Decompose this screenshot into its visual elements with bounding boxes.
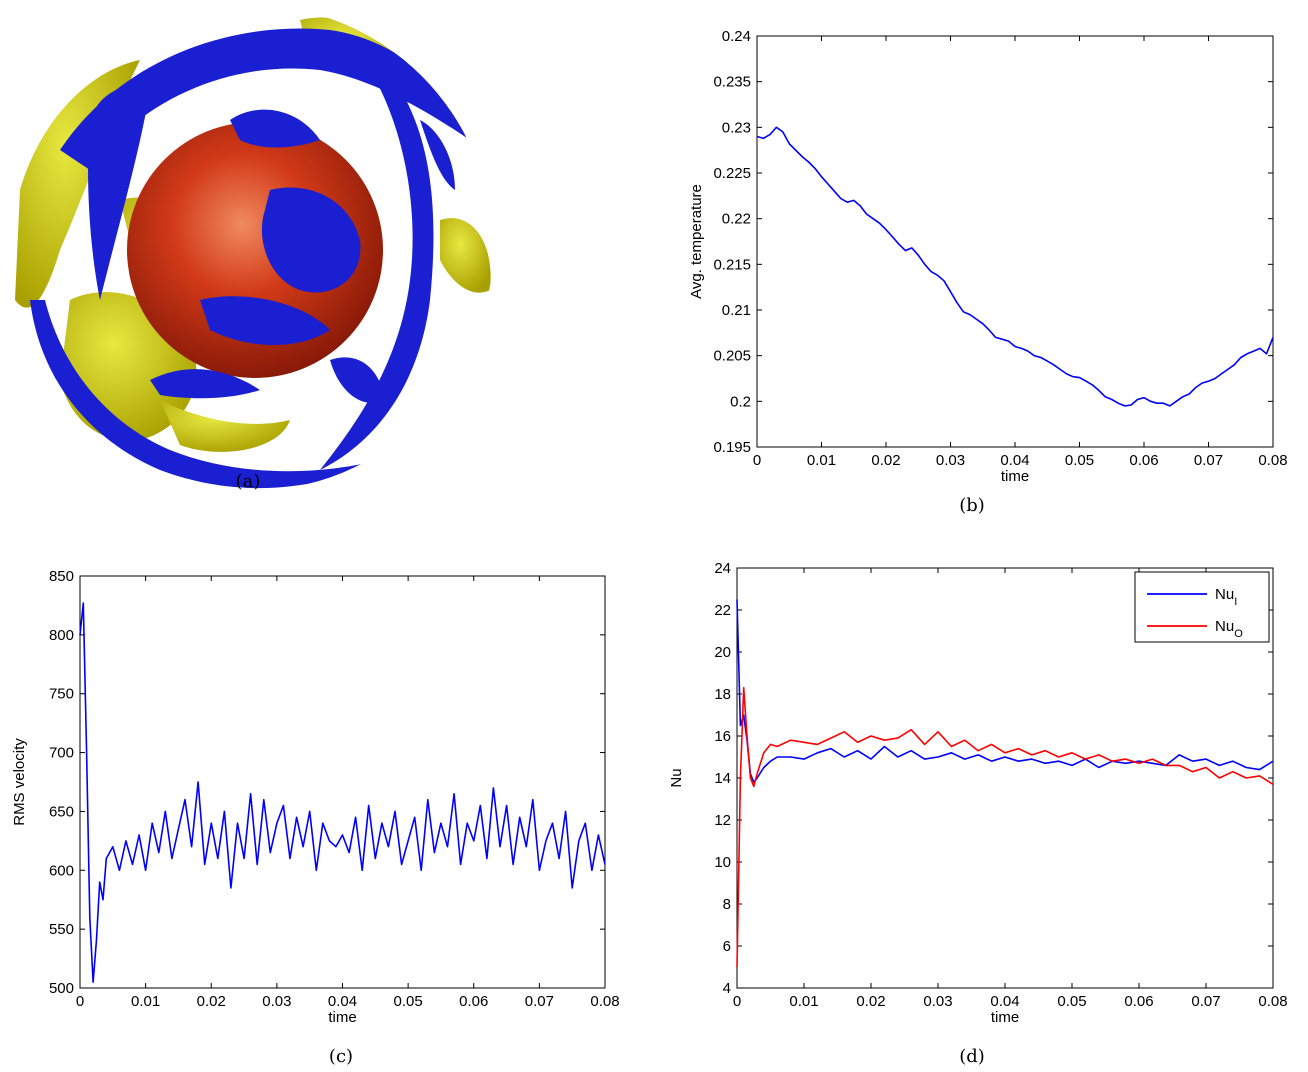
chart-d-ytick-label: 20 (714, 644, 731, 661)
chart-c-xlabel: time (328, 1009, 356, 1026)
panel-b-caption: (b) (959, 495, 985, 516)
legend-label-o: NuO (1215, 618, 1243, 640)
chart-nusselt: 0 0.01 0.02 0.03 0.04 0.05 0.06 0.07 0.08 4 6 8 10 12… (668, 560, 1288, 1026)
chart-c-ytick-label: 650 (49, 803, 74, 820)
panel-c-caption: (c) (329, 1046, 353, 1067)
isosurface-render (15, 17, 491, 489)
chart-d-xtick-label: 0.03 (923, 993, 952, 1010)
chart-b-ytick-label: 0.24 (722, 28, 751, 45)
chart-d-ylabel: Nu (668, 768, 685, 787)
legend-label-main: Nu (1215, 618, 1234, 635)
chart-c-xtick-label: 0.06 (459, 993, 488, 1010)
chart-c-xtick-label: 0.04 (328, 993, 357, 1010)
chart-d-ytick-label: 24 (714, 560, 731, 577)
chart-c-xtick-label: 0.07 (525, 993, 554, 1010)
chart-d-ytick-label: 6 (723, 938, 731, 955)
chart-c-ytick-label: 800 (49, 627, 74, 644)
panel-a-caption: (a) (236, 471, 261, 492)
chart-d-ytick-label: 16 (714, 728, 731, 745)
chart-d-xlabel: time (991, 1009, 1019, 1026)
chart-b-ytick-label: 0.235 (713, 74, 751, 91)
legend-label-i: NuI (1215, 586, 1237, 608)
legend-label-subscript: I (1234, 596, 1237, 608)
chart-avg-temperature: 0 0.01 0.02 0.03 0.04 0.05 0.06 0.07 0.08 0.195 0.… (688, 28, 1288, 485)
chart-d-xtick-label: 0.02 (856, 993, 885, 1010)
legend-label-main: Nu (1215, 586, 1234, 603)
chart-c-ytick-label: 600 (49, 862, 74, 879)
chart-c-xtick-label: 0.08 (590, 993, 619, 1010)
chart-d-xtick-label: 0.06 (1124, 993, 1153, 1010)
chart-b-xtick-label: 0.06 (1129, 452, 1158, 469)
panel-d-caption: (d) (959, 1046, 985, 1067)
chart-d-xtick-label: 0.01 (789, 993, 818, 1010)
chart-c-ytick-label: 550 (49, 921, 74, 938)
chart-c-xtick-label: 0.02 (197, 993, 226, 1010)
chart-c-xtick-label: 0.01 (131, 993, 160, 1010)
legend-box (1134, 571, 1270, 643)
chart-b-ytick-label: 0.215 (713, 256, 751, 273)
chart-b-plot-frame (756, 35, 1274, 448)
chart-b-series-line (756, 126, 1274, 407)
chart-c-plot-frame (79, 575, 606, 989)
chart-c-ytick-label: 500 (49, 980, 74, 997)
chart-d-ytick-label: 12 (714, 812, 731, 829)
chart-b-ytick-label: 0.21 (722, 302, 751, 319)
chart-c-xtick-label: 0 (76, 993, 84, 1010)
chart-d-series-line-i (736, 599, 1274, 784)
chart-c-xtick-label: 0.05 (394, 993, 423, 1010)
chart-b-xtick-label: 0.05 (1065, 452, 1094, 469)
chart-d-xtick-label: 0 (733, 993, 741, 1010)
chart-c-ylabel: RMS velocity (11, 738, 28, 826)
chart-d-ytick-label: 18 (714, 686, 731, 703)
chart-d-xtick-label: 0.07 (1191, 993, 1220, 1010)
chart-b-ytick-label: 0.23 (722, 119, 751, 136)
chart-b-ytick-label: 0.225 (713, 165, 751, 182)
chart-b-xtick-label: 0.01 (807, 452, 836, 469)
chart-d-ytick-label: 22 (714, 602, 731, 619)
chart-d-ytick-label: 8 (723, 896, 731, 913)
chart-d-xtick-label: 0.04 (990, 993, 1019, 1010)
chart-b-xtick-label: 0.02 (871, 452, 900, 469)
chart-c-xtick-label: 0.03 (262, 993, 291, 1010)
chart-d-ytick-label: 4 (723, 980, 731, 997)
chart-b-ytick-label: 0.2 (730, 393, 751, 410)
chart-b-xtick-label: 0.03 (936, 452, 965, 469)
chart-b-xlabel: time (1001, 468, 1029, 485)
chart-d-xtick-label: 0.05 (1057, 993, 1086, 1010)
chart-b-xtick-label: 0.07 (1194, 452, 1223, 469)
chart-c-ytick-label: 700 (49, 745, 74, 762)
chart-b-ytick-label: 0.205 (713, 348, 751, 365)
chart-c-ytick-label: 850 (49, 568, 74, 585)
chart-b-ytick-label: 0.195 (713, 439, 751, 456)
chart-rms-velocity: 0 0.01 0.02 0.03 0.04 0.05 0.06 0.07 0.08 500 550 6… (11, 568, 620, 1026)
chart-d-series-line-o (736, 686, 1274, 968)
chart-d-xtick-label: 0.08 (1258, 993, 1287, 1010)
chart-b-xtick-label: 0 (753, 452, 761, 469)
chart-b-xtick-label: 0.08 (1258, 452, 1287, 469)
chart-b-ytick-label: 0.22 (722, 211, 751, 228)
chart-c-ytick-label: 750 (49, 686, 74, 703)
chart-d-ytick-label: 14 (714, 770, 731, 787)
legend-label-subscript: O (1234, 628, 1243, 640)
chart-d-ytick-label: 10 (714, 854, 731, 871)
chart-b-ylabel: Avg. temperature (688, 184, 705, 299)
chart-b-xtick-label: 0.04 (1000, 452, 1029, 469)
chart-c-series-line (79, 602, 606, 983)
